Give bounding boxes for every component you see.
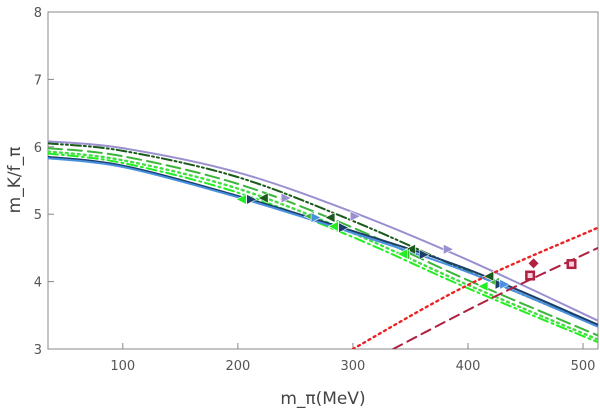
marker-blue-triangle <box>310 212 322 224</box>
series-fit-blue-solid <box>48 157 598 328</box>
marker-navy-triangle <box>338 222 350 234</box>
y-tick-label: 4 <box>34 276 42 291</box>
marker-blue-triangle <box>499 278 511 290</box>
marker-lime-triangle <box>396 248 408 260</box>
x-tick-label: 500 <box>571 359 596 374</box>
series-fit-lavender-solid <box>48 140 598 322</box>
x-tick-label: 100 <box>110 359 135 374</box>
y-tick-label: 3 <box>34 343 42 358</box>
series-fit-red-dotted <box>351 226 598 349</box>
marker-crimson-square-inner <box>527 273 533 279</box>
marker-darkgreen-triangle <box>257 192 269 204</box>
marker-darkgreen-triangle <box>404 243 416 255</box>
x-axis-label: m_π(MeV) <box>280 389 365 409</box>
x-tick-label: 300 <box>341 359 366 374</box>
marker-crimson-square-inner <box>569 261 575 267</box>
series-fit-green-dashed <box>48 147 598 337</box>
marker-navy-triangle <box>418 249 430 261</box>
marker-darkgreen-triangle <box>324 212 336 224</box>
marker-crimson-diamond <box>528 258 539 269</box>
series-fit-lime-dotted <box>48 150 598 341</box>
marker-lime-triangle <box>477 280 489 292</box>
plot-frame <box>47 11 599 350</box>
x-tick-label: 200 <box>225 359 250 374</box>
y-tick-label: 5 <box>34 208 42 223</box>
series-fit-darkgreen-dashdot <box>48 142 598 328</box>
y-tick-label: 8 <box>34 6 42 21</box>
marker-navy-triangle <box>246 193 258 205</box>
marker-lime-triangle <box>327 220 339 232</box>
y-tick-label: 7 <box>34 73 42 88</box>
marker-lime-triangle <box>235 193 247 205</box>
series-fit-navy-solid <box>48 155 598 326</box>
marker-lavender-triangle <box>443 243 455 255</box>
marker-darkgreen-triangle <box>483 270 494 282</box>
x-tick-label: 400 <box>456 359 481 374</box>
y-axis-label: m_K/f_π <box>5 147 25 214</box>
series-fit-bright-green-dashdot <box>48 152 598 344</box>
axis-ticks: 100 200 300 400 500 3 4 5 6 7 8 <box>34 6 596 374</box>
marker-lavender-triangle <box>349 210 361 222</box>
marker-lavender-triangle <box>280 192 292 204</box>
data-markers <box>235 192 577 292</box>
series-lines <box>48 140 598 349</box>
y-tick-label: 6 <box>34 141 42 156</box>
